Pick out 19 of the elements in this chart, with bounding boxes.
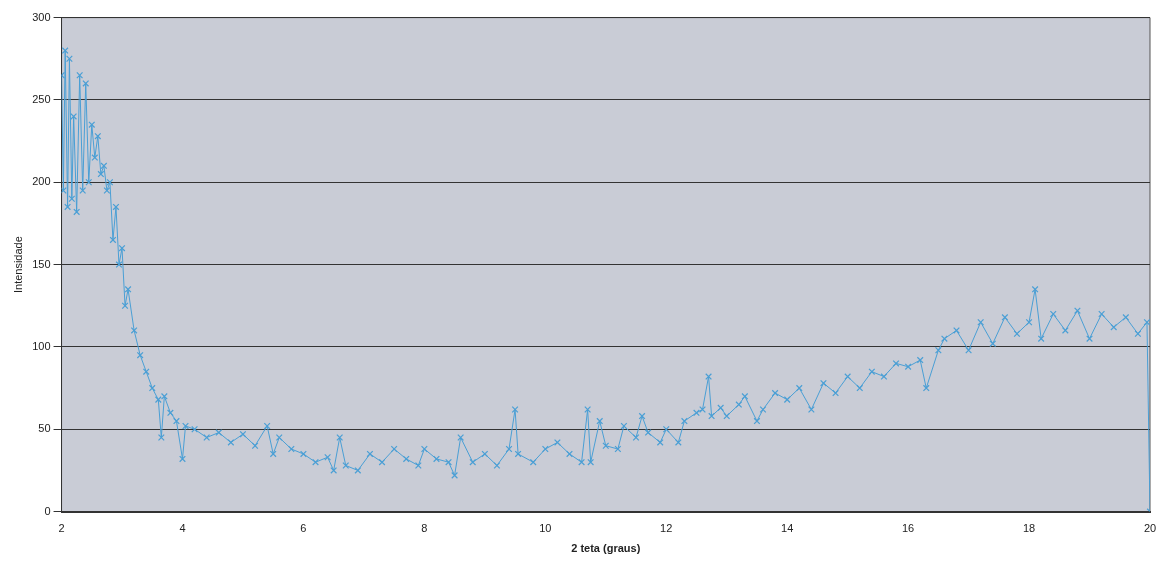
x-tick-label: 2 bbox=[58, 522, 65, 535]
y-tick-label: 50 bbox=[38, 422, 51, 435]
x-tick-label: 10 bbox=[539, 522, 552, 535]
x-axis-title: 2 teta (graus) bbox=[571, 542, 641, 555]
y-tick-label: 150 bbox=[32, 257, 51, 270]
y-tick-label: 250 bbox=[32, 92, 51, 105]
x-tick-label: 14 bbox=[781, 522, 794, 535]
x-tick-label: 12 bbox=[660, 522, 673, 535]
y-tick-label: 200 bbox=[32, 175, 51, 188]
x-tick-label: 6 bbox=[300, 522, 307, 535]
x-tick-label: 8 bbox=[421, 522, 428, 535]
x-tick-label: 16 bbox=[902, 522, 915, 535]
y-tick-label: 100 bbox=[32, 339, 51, 352]
x-tick-label: 20 bbox=[1143, 522, 1157, 535]
x-tick-label: 18 bbox=[1022, 522, 1036, 535]
y-axis-title: Intensidade bbox=[11, 236, 24, 294]
x-tick-label: 4 bbox=[179, 522, 186, 535]
y-tick-label: 0 bbox=[44, 504, 51, 517]
y-tick-label: 300 bbox=[32, 10, 51, 23]
